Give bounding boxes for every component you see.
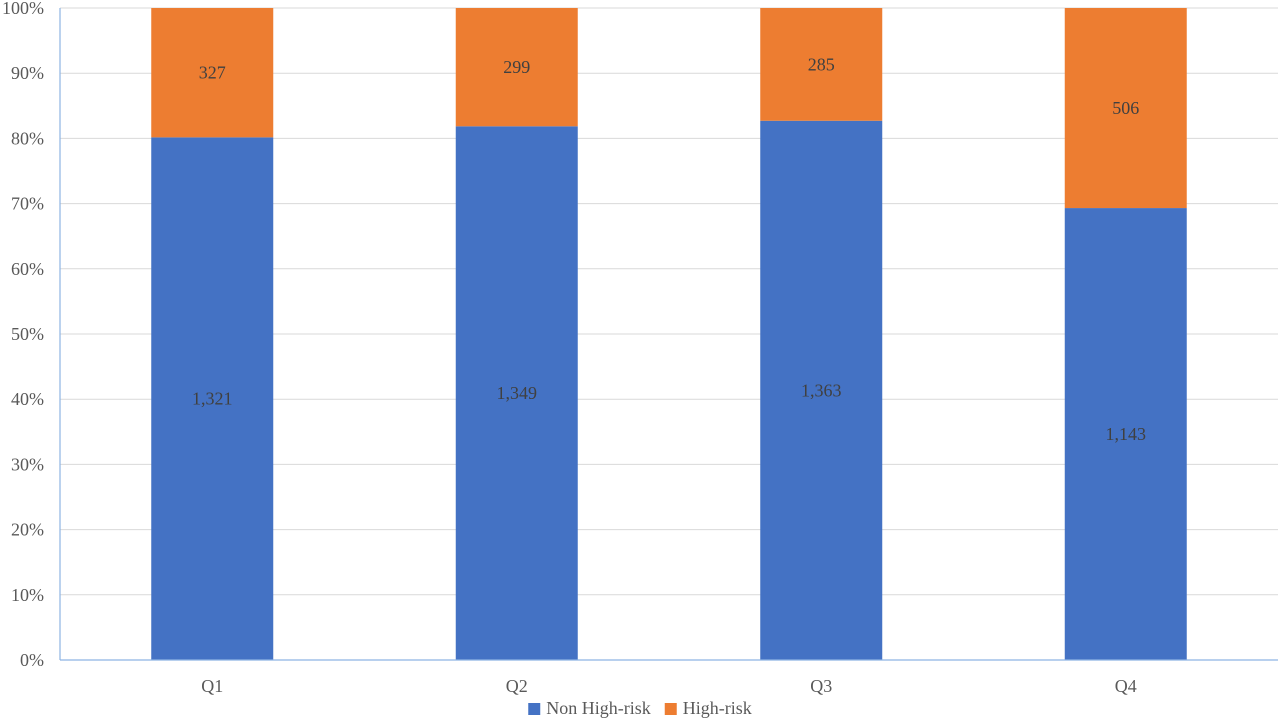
legend-label: High-risk (683, 698, 752, 718)
legend-swatch (528, 703, 541, 715)
data-label: 1,349 (497, 383, 538, 403)
x-axis-tick-labels: Q1 Q2 Q3 Q4 (201, 676, 1137, 696)
bars-group (151, 8, 1187, 661)
y-axis-tick-labels: 0% 10% 20% 30% 40% 50% 60% 70% 80% 90% 100% (2, 0, 44, 670)
y-tick-label: 30% (11, 454, 44, 474)
y-tick-label: 50% (11, 324, 44, 344)
y-tick-label: 10% (11, 585, 44, 605)
y-tick-label: 90% (11, 63, 44, 83)
bar-q4-high-risk (1064, 8, 1187, 209)
data-label: 327 (199, 63, 226, 83)
bar-q1-high-risk (151, 8, 274, 138)
y-tick-label: 40% (11, 389, 44, 409)
bar-q1-non-high-risk (151, 137, 274, 661)
y-tick-label: 20% (11, 520, 44, 540)
x-tick-label: Q3 (810, 676, 832, 696)
data-label: 1,143 (1106, 424, 1147, 444)
x-tick-label: Q1 (201, 676, 223, 696)
bar-q2-high-risk (455, 8, 578, 127)
y-tick-label: 100% (2, 0, 44, 18)
x-tick-label: Q2 (506, 676, 528, 696)
bar-q3-non-high-risk (760, 120, 883, 660)
data-label: 299 (503, 57, 530, 77)
bar-q3-high-risk (760, 8, 883, 121)
bar-q4-non-high-risk (1064, 208, 1187, 660)
axes-group (59, 8, 1278, 661)
bar-q2-non-high-risk (455, 126, 578, 660)
legend: Non High-risk High-risk (528, 698, 752, 718)
y-tick-label: 60% (11, 259, 44, 279)
data-label: 285 (808, 54, 835, 74)
x-tick-label: Q4 (1115, 676, 1137, 696)
y-tick-label: 70% (11, 194, 44, 214)
data-label: 1,363 (801, 380, 842, 400)
data-label: 1,321 (192, 389, 233, 409)
legend-label: Non High-risk (546, 698, 651, 718)
legend-swatch (664, 703, 677, 715)
data-labels-group: 1,321 327 1,349 299 1,363 285 1,143 506 (192, 54, 1146, 444)
y-tick-label: 0% (20, 650, 44, 670)
data-label: 506 (1112, 98, 1139, 118)
y-tick-label: 80% (11, 128, 44, 148)
